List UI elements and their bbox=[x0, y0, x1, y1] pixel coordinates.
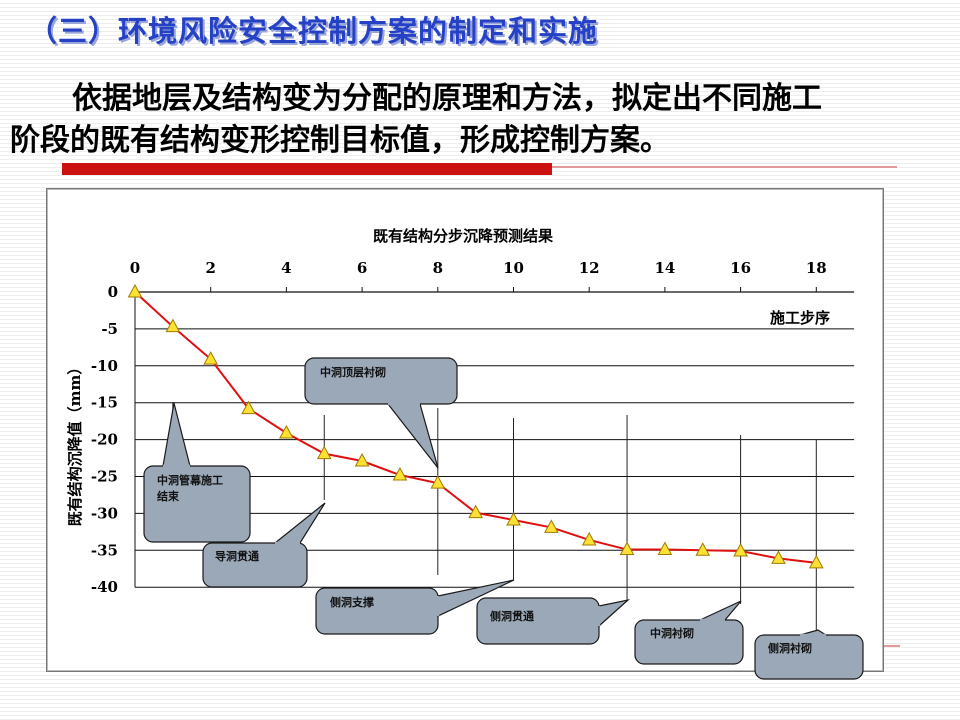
callout-box bbox=[315, 587, 439, 635]
callout-label: 侧洞贯通 bbox=[490, 609, 534, 623]
callout-pointer bbox=[598, 598, 631, 628]
data-point-marker bbox=[506, 511, 521, 526]
y-tick-label: -35 bbox=[91, 541, 118, 559]
data-point-marker bbox=[771, 550, 786, 564]
x-tick-label: 6 bbox=[357, 259, 367, 277]
x-tick-label: 16 bbox=[730, 259, 751, 277]
data-point-marker bbox=[316, 445, 332, 460]
annotation-callout: 侧洞贯通 bbox=[476, 597, 631, 645]
y-axis-label: 既有结构沉降值（mm） bbox=[66, 360, 84, 527]
x-tick-label: 4 bbox=[281, 259, 291, 277]
y-tick-label: -30 bbox=[91, 504, 118, 522]
callout-pointer bbox=[699, 600, 742, 621]
annotation-callout: 中洞衬砌 bbox=[634, 600, 744, 665]
red-accent-line bbox=[552, 166, 897, 168]
y-tick-label: -20 bbox=[91, 431, 118, 449]
x-tick-label: 0 bbox=[130, 259, 140, 277]
y-tick-label: -15 bbox=[91, 394, 118, 412]
data-point-marker bbox=[808, 554, 824, 569]
x-tick-label: 14 bbox=[654, 259, 675, 277]
annotation-callout: 中洞顶层衬砌 bbox=[304, 357, 458, 469]
annotation-callout: 中洞管幕施工结束 bbox=[143, 402, 251, 543]
red-accent-bar bbox=[62, 163, 552, 175]
callout-pointer bbox=[386, 403, 439, 469]
data-point-marker bbox=[581, 531, 597, 546]
data-point-marker bbox=[619, 541, 635, 556]
data-point-marker bbox=[127, 283, 143, 298]
data-point-marker bbox=[241, 400, 256, 415]
data-point-marker bbox=[657, 541, 673, 556]
data-point-marker bbox=[430, 475, 446, 489]
data-point-marker bbox=[544, 519, 559, 533]
callout-label: 中洞衬砌 bbox=[650, 626, 694, 640]
data-point-marker bbox=[279, 424, 294, 439]
x-tick-label: 18 bbox=[806, 259, 827, 277]
annotation-callout: 侧洞衬砌 bbox=[754, 629, 864, 680]
callout-pointer bbox=[162, 402, 191, 467]
chart-title: 既有结构分步沉降预测结果 bbox=[373, 227, 554, 245]
data-point-marker bbox=[354, 452, 370, 467]
callout-label: 侧洞衬砌 bbox=[768, 641, 812, 655]
callout-label: 中洞管幕施工结束 bbox=[156, 473, 223, 503]
y-tick-label: 0 bbox=[108, 283, 118, 301]
y-tick-label: -25 bbox=[91, 468, 118, 486]
data-point-marker bbox=[165, 318, 181, 333]
callout-box bbox=[143, 465, 251, 543]
callout-label: 侧洞支撑 bbox=[330, 595, 374, 609]
data-point-marker bbox=[468, 504, 483, 519]
slide-title: （三）环境风险安全控制方案的制定和实施 bbox=[28, 14, 599, 48]
paragraph-line-2: 阶段的既有结构变形控制目标值，形成控制方案。 bbox=[10, 123, 670, 158]
x-axis-label: 施工步序 bbox=[770, 309, 830, 327]
y-tick-label: -10 bbox=[91, 357, 118, 375]
paragraph-line-1: 依据地层及结构变为分配的原理和方法，拟定出不同施工 bbox=[72, 81, 822, 116]
callout-label: 中洞顶层衬砌 bbox=[320, 365, 386, 379]
x-tick-label: 8 bbox=[433, 259, 443, 277]
annotation-callout: 导洞贯通 bbox=[202, 502, 326, 588]
x-tick-label: 2 bbox=[205, 259, 215, 277]
callout-box bbox=[304, 357, 458, 405]
annotation-callout: 侧洞支撑 bbox=[315, 579, 515, 635]
callout-label: 导洞贯通 bbox=[215, 549, 259, 563]
x-tick-label: 12 bbox=[579, 259, 600, 277]
y-tick-label: -40 bbox=[91, 578, 118, 596]
y-tick-label: -5 bbox=[101, 320, 118, 338]
data-point-marker bbox=[203, 351, 219, 365]
data-point-marker bbox=[695, 542, 711, 556]
data-point-marker bbox=[392, 466, 408, 481]
x-tick-label: 10 bbox=[503, 259, 524, 277]
data-point-marker bbox=[733, 542, 748, 557]
body-paragraph: 依据地层及结构变为分配的原理和方法，拟定出不同施工阶段的既有结构变形控制目标值，… bbox=[10, 78, 950, 162]
callout-box bbox=[634, 619, 744, 665]
callout-box bbox=[202, 542, 308, 588]
callout-pointer bbox=[273, 502, 326, 544]
